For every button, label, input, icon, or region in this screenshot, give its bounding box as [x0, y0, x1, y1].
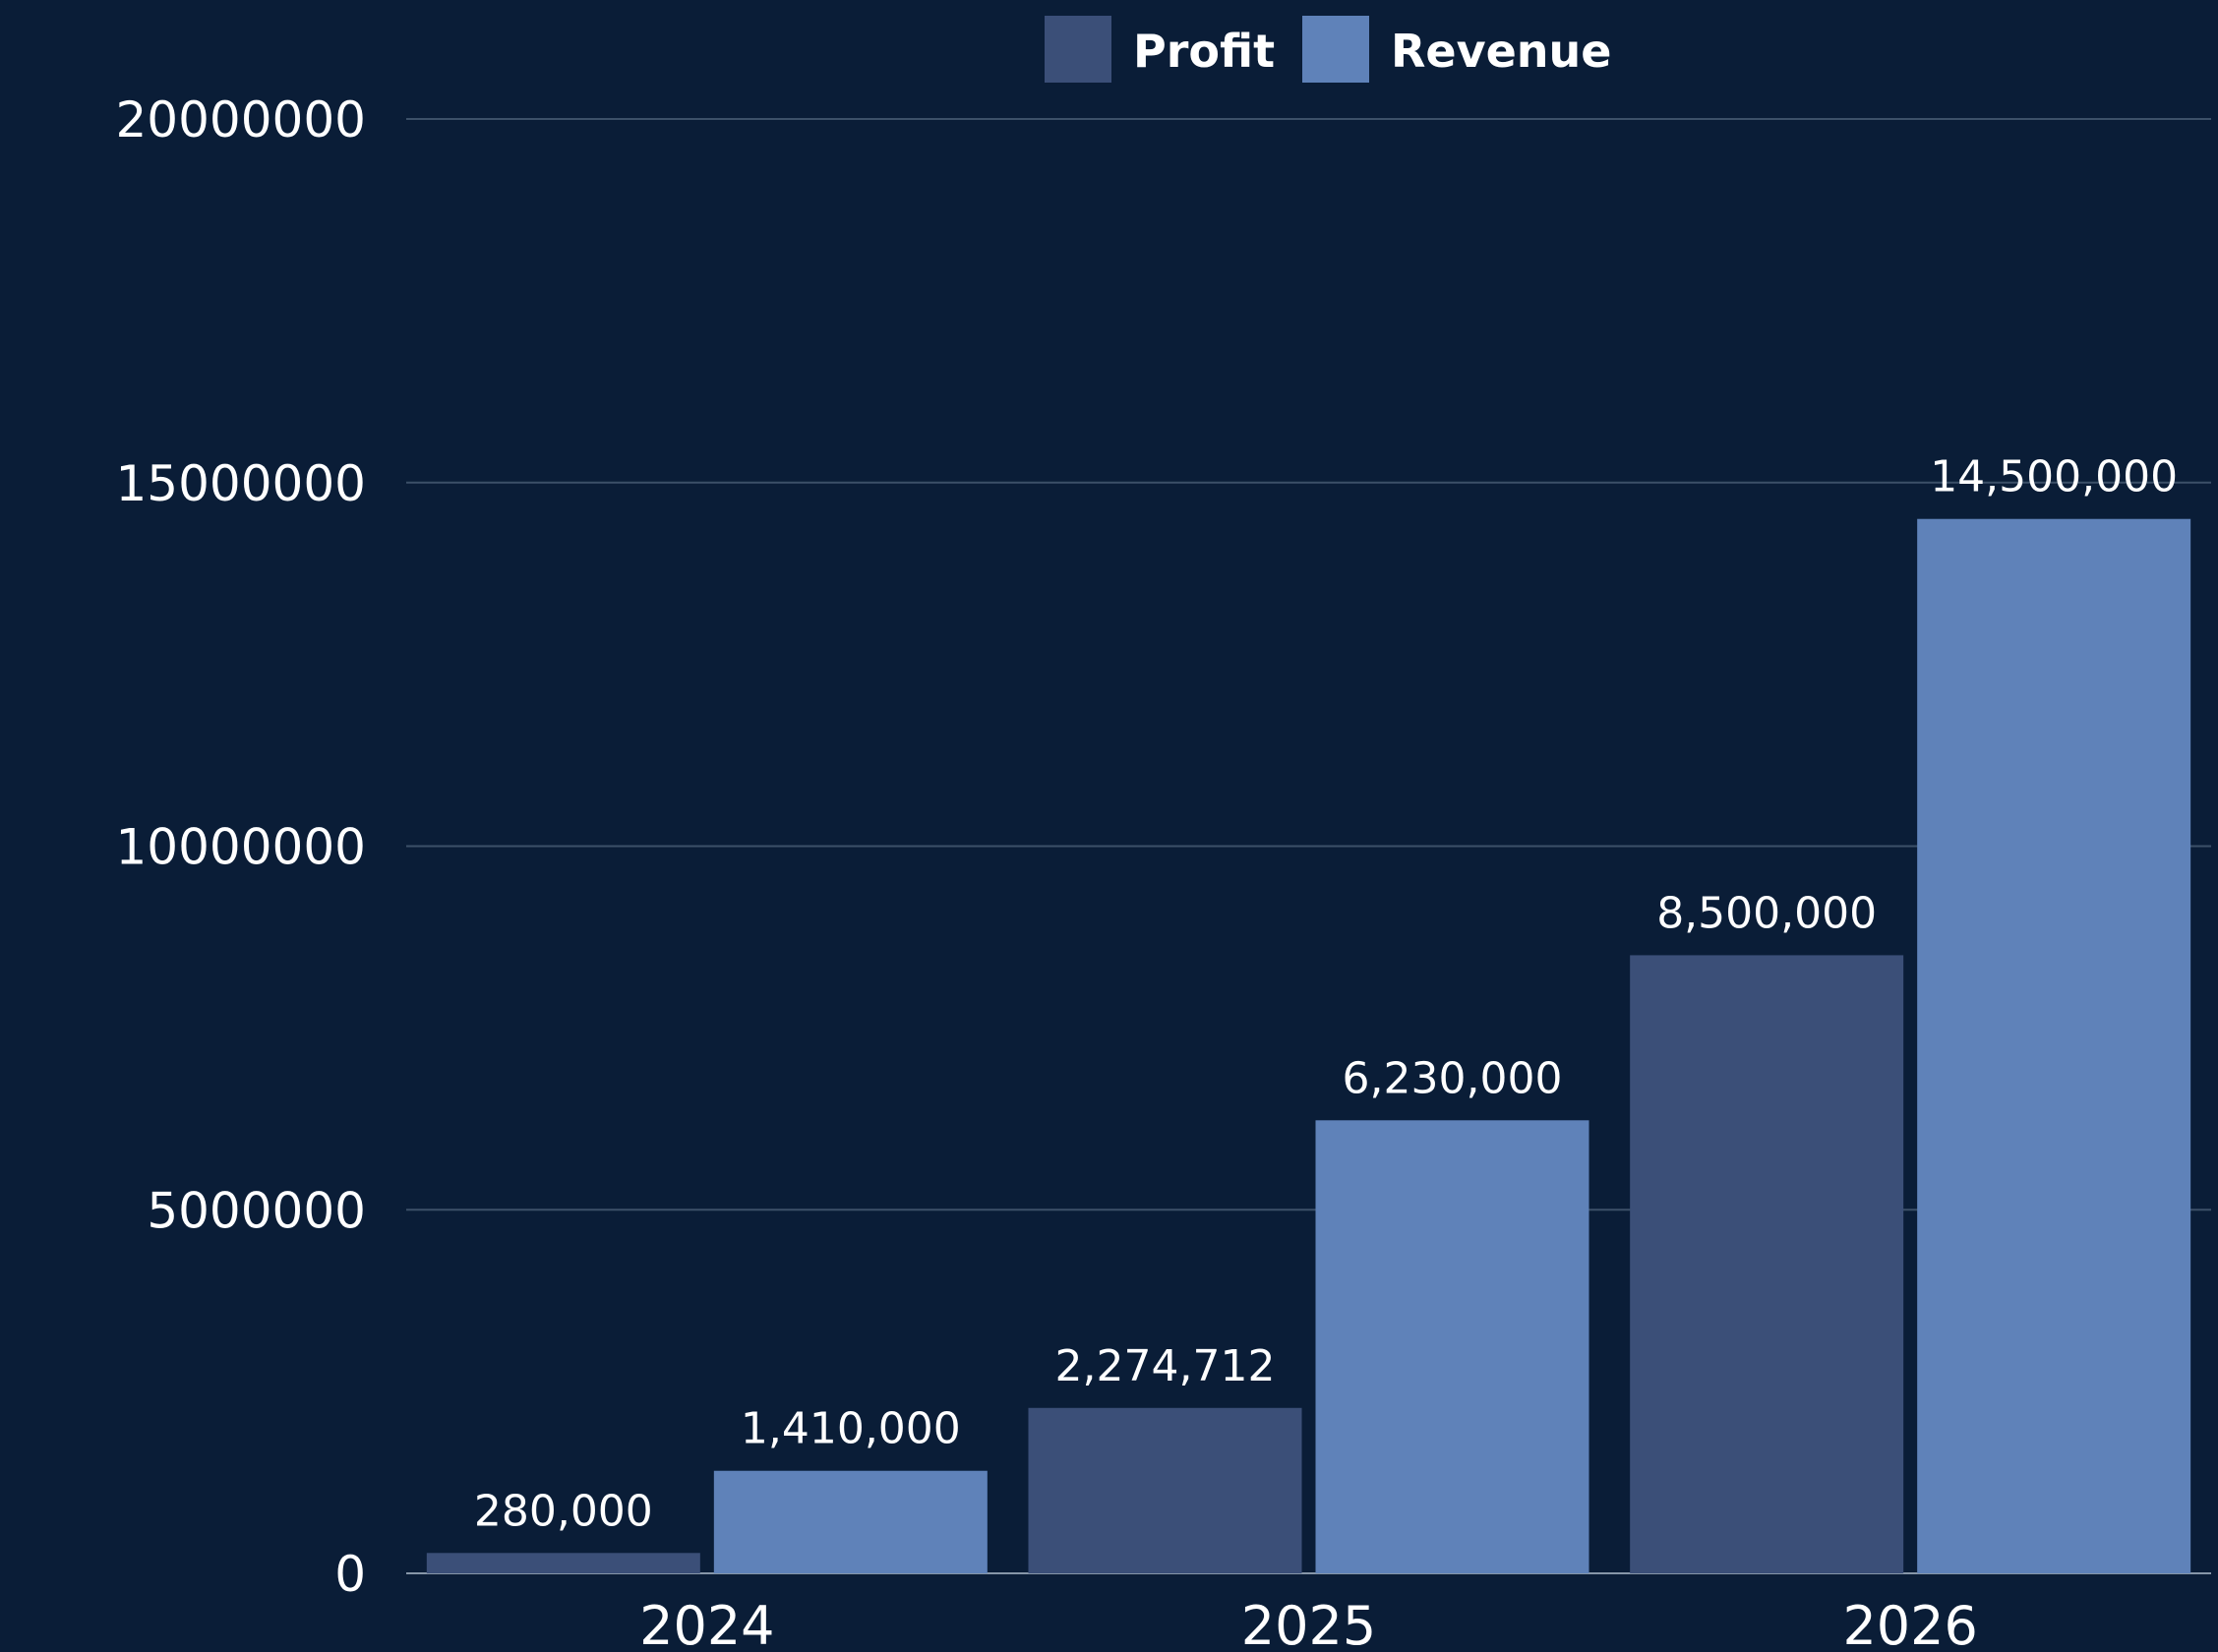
data-label: 8,500,000: [1656, 888, 1877, 938]
data-label: 14,500,000: [1930, 452, 2178, 502]
data-label: 6,230,000: [1343, 1053, 1563, 1103]
bar-profit-2026[interactable]: [1630, 955, 1904, 1573]
legend-swatch-revenue[interactable]: [1302, 16, 1369, 83]
bars-layer: [426, 518, 2191, 1573]
y-tick-label: 0: [334, 1546, 366, 1603]
legend-swatch-profit[interactable]: [1045, 16, 1111, 83]
data-label: 1,410,000: [741, 1404, 961, 1454]
x-tick-label: 2025: [1241, 1595, 1376, 1652]
x-tick-label: 2024: [639, 1595, 774, 1652]
data-label: 280,000: [474, 1486, 653, 1536]
bar-revenue-2026[interactable]: [1917, 518, 2191, 1573]
y-tick-label: 10000000: [116, 819, 367, 876]
data-label: 2,274,712: [1055, 1341, 1276, 1391]
bar-revenue-2025[interactable]: [1315, 1120, 1589, 1573]
y-tick-label: 20000000: [116, 91, 367, 148]
bar-profit-2025[interactable]: [1028, 1407, 1302, 1573]
y-tick-label: 15000000: [116, 455, 367, 512]
legend-label-profit[interactable]: Profit: [1133, 25, 1275, 78]
y-tick-label: 5000000: [147, 1182, 366, 1239]
labels-layer: 0 5000000 10000000 15000000 20000000 280,000 1…: [116, 91, 2179, 1652]
grid-layer: [406, 118, 2211, 1574]
bar-profit-2024[interactable]: [426, 1553, 700, 1573]
legend[interactable]: Profit Revenue: [1045, 16, 1612, 83]
legend-label-revenue[interactable]: Revenue: [1391, 25, 1612, 78]
x-tick-label: 2026: [1842, 1595, 1977, 1652]
bar-revenue-2024[interactable]: [713, 1470, 988, 1573]
